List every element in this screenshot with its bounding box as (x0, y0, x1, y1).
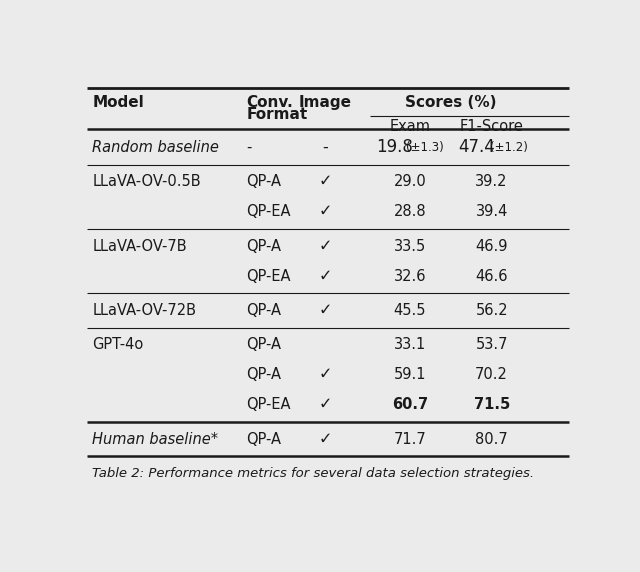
Text: QP-EA: QP-EA (246, 204, 291, 219)
Text: QP-A: QP-A (246, 239, 281, 253)
Text: Random baseline: Random baseline (92, 140, 220, 155)
Text: ✓: ✓ (319, 303, 332, 318)
Text: Exam: Exam (389, 120, 430, 134)
Text: QP-A: QP-A (246, 174, 281, 189)
Text: 47.4: 47.4 (458, 138, 495, 157)
Text: (±1.2): (±1.2) (490, 141, 528, 154)
Text: 46.6: 46.6 (476, 269, 508, 284)
Text: ✓: ✓ (319, 174, 332, 189)
Text: QP-EA: QP-EA (246, 269, 291, 284)
Text: 45.5: 45.5 (394, 303, 426, 318)
Text: QP-EA: QP-EA (246, 397, 291, 412)
Text: F1-Score: F1-Score (460, 120, 524, 134)
Text: 32.6: 32.6 (394, 269, 426, 284)
Text: 60.7: 60.7 (392, 397, 428, 412)
Text: Human baseline*: Human baseline* (92, 431, 218, 447)
Text: 59.1: 59.1 (394, 367, 426, 382)
Text: 71.5: 71.5 (474, 397, 510, 412)
Text: (±1.3): (±1.3) (406, 141, 444, 154)
Text: Image: Image (299, 95, 352, 110)
Text: LLaVA-OV-7B: LLaVA-OV-7B (92, 239, 187, 253)
Text: ✓: ✓ (319, 431, 332, 447)
Text: Scores (%): Scores (%) (405, 95, 497, 110)
Text: QP-A: QP-A (246, 367, 281, 382)
Text: 19.8: 19.8 (376, 138, 413, 157)
Text: 33.5: 33.5 (394, 239, 426, 253)
Text: 29.0: 29.0 (394, 174, 426, 189)
Text: 53.7: 53.7 (476, 337, 508, 352)
Text: LLaVA-OV-0.5B: LLaVA-OV-0.5B (92, 174, 201, 189)
Text: LLaVA-OV-72B: LLaVA-OV-72B (92, 303, 196, 318)
Text: -: - (323, 140, 328, 155)
Text: ✓: ✓ (319, 367, 332, 382)
Text: Model: Model (92, 95, 144, 110)
Text: 70.2: 70.2 (476, 367, 508, 382)
Text: 56.2: 56.2 (476, 303, 508, 318)
Text: Table 2: Performance metrics for several data selection strategies.: Table 2: Performance metrics for several… (92, 467, 534, 480)
Text: 33.1: 33.1 (394, 337, 426, 352)
Text: GPT-4o: GPT-4o (92, 337, 143, 352)
Text: ✓: ✓ (319, 269, 332, 284)
Text: 71.7: 71.7 (394, 431, 426, 447)
Text: QP-A: QP-A (246, 431, 281, 447)
Text: 46.9: 46.9 (476, 239, 508, 253)
Text: 39.4: 39.4 (476, 204, 508, 219)
Text: 80.7: 80.7 (476, 431, 508, 447)
Text: ✓: ✓ (319, 239, 332, 253)
Text: QP-A: QP-A (246, 303, 281, 318)
Text: Conv.: Conv. (246, 95, 293, 110)
Text: ✓: ✓ (319, 397, 332, 412)
Text: -: - (246, 140, 252, 155)
Text: ✓: ✓ (319, 204, 332, 219)
Text: 28.8: 28.8 (394, 204, 426, 219)
Text: 39.2: 39.2 (476, 174, 508, 189)
Text: QP-A: QP-A (246, 337, 281, 352)
Text: Format: Format (246, 108, 307, 122)
